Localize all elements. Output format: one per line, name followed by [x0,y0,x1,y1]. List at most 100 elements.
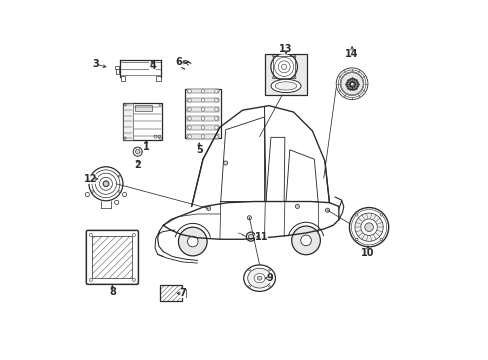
Circle shape [159,137,161,139]
Bar [122,103,132,140]
Bar [272,55,295,78]
Circle shape [379,214,382,216]
Circle shape [223,161,227,165]
Bar [264,54,306,95]
Bar [122,103,162,140]
Circle shape [89,167,122,201]
Circle shape [103,181,108,186]
Circle shape [214,117,218,120]
Ellipse shape [254,274,264,283]
Circle shape [187,236,198,247]
Circle shape [340,73,363,95]
Text: 7: 7 [179,288,186,298]
Text: 13: 13 [279,44,292,54]
Circle shape [272,77,274,79]
Circle shape [92,190,94,192]
Circle shape [118,190,120,192]
Ellipse shape [247,268,271,288]
Circle shape [355,238,357,240]
Bar [186,116,219,121]
Text: 12: 12 [84,174,98,184]
Bar [186,125,219,130]
Text: 5: 5 [195,145,202,155]
Bar [186,89,219,93]
Circle shape [135,149,140,154]
Bar [182,289,185,297]
Circle shape [187,117,191,120]
Bar [184,89,221,139]
Text: 2: 2 [134,160,141,170]
Text: 8: 8 [109,287,116,297]
Circle shape [154,135,157,138]
Circle shape [295,204,299,208]
Circle shape [214,99,218,102]
Circle shape [268,269,270,271]
Circle shape [272,55,274,57]
Ellipse shape [270,79,300,93]
Circle shape [158,135,161,138]
Circle shape [270,54,297,80]
Circle shape [201,135,204,138]
Circle shape [132,278,135,282]
Circle shape [360,219,377,235]
Circle shape [92,175,94,177]
Circle shape [354,213,383,241]
Text: 1: 1 [142,142,149,152]
Ellipse shape [243,265,275,291]
Circle shape [248,285,250,288]
Ellipse shape [275,82,296,90]
Circle shape [201,90,204,93]
Circle shape [89,233,92,237]
Bar [121,76,125,81]
Circle shape [247,216,251,220]
Circle shape [355,214,357,216]
Circle shape [118,175,120,177]
Circle shape [187,90,191,93]
FancyBboxPatch shape [86,230,138,284]
Circle shape [214,135,218,138]
Text: 6: 6 [176,57,182,67]
Circle shape [268,285,270,288]
Text: 4: 4 [149,60,156,71]
Circle shape [123,137,126,139]
Text: 14: 14 [345,49,358,59]
Text: 10: 10 [361,248,374,258]
Bar [186,107,219,112]
Bar [160,285,182,301]
Circle shape [206,206,210,210]
Circle shape [379,238,382,240]
Circle shape [293,55,295,57]
Circle shape [159,104,161,106]
Bar [186,98,219,103]
Circle shape [300,235,311,246]
Circle shape [187,126,191,129]
Circle shape [349,82,353,86]
Circle shape [178,227,207,256]
Circle shape [201,108,204,111]
Circle shape [293,77,295,79]
Circle shape [187,108,191,111]
Circle shape [201,117,204,120]
Circle shape [291,226,320,255]
Circle shape [214,90,218,93]
Bar [134,105,152,111]
Text: 9: 9 [266,273,273,283]
Circle shape [248,234,253,239]
Circle shape [85,193,89,197]
Ellipse shape [257,276,262,280]
Circle shape [89,278,92,282]
Circle shape [187,135,191,138]
Bar [116,69,119,74]
Circle shape [214,108,218,111]
Text: 3: 3 [93,59,100,69]
Bar [92,237,132,278]
Circle shape [349,208,388,247]
Circle shape [325,208,329,212]
Text: 11: 11 [254,231,268,242]
Circle shape [132,233,135,237]
Circle shape [123,104,126,106]
Bar [186,135,219,139]
Circle shape [122,193,126,197]
Circle shape [187,99,191,102]
Circle shape [114,200,119,204]
